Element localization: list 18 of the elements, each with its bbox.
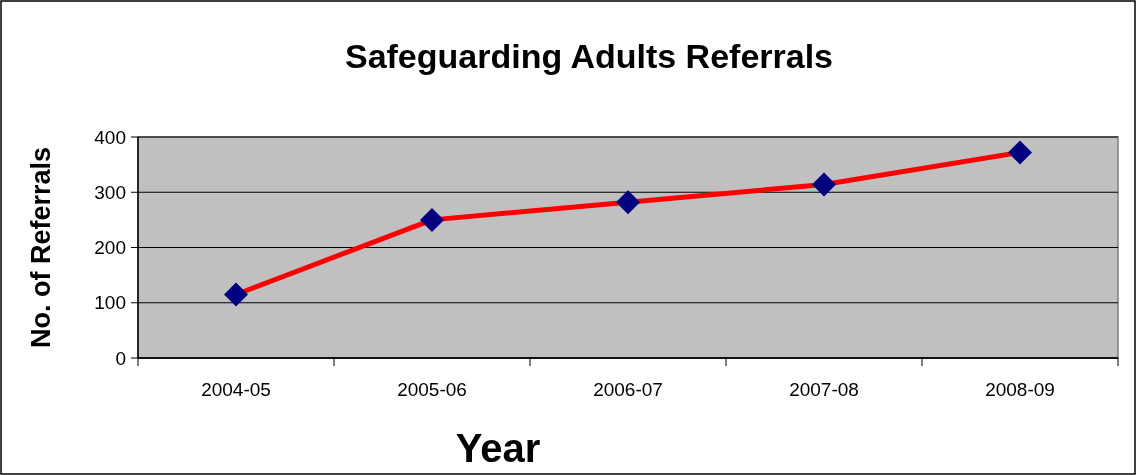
x-tick-label: 2005-06 [397,379,467,400]
x-tick-label: 2004-05 [201,379,271,400]
y-tick-label: 100 [94,292,126,314]
chart-title: Safeguarding Adults Referrals [344,37,834,75]
y-axis-title: No. of Referrals [26,146,56,349]
point [616,190,640,215]
x-tick-label: 2008-09 [985,379,1055,400]
point [420,207,444,232]
point [1008,140,1032,165]
point [224,282,248,307]
y-tick-label: 0 [115,347,126,369]
y-tick-label: 200 [94,237,126,259]
x-tick-label: 2006-07 [593,379,663,400]
y-tick-label: 300 [94,181,126,203]
x-axis-title: Year [455,426,541,470]
x-tick-label: 2007-08 [789,379,859,400]
y-tick-label: 400 [94,126,126,148]
point [812,172,836,197]
